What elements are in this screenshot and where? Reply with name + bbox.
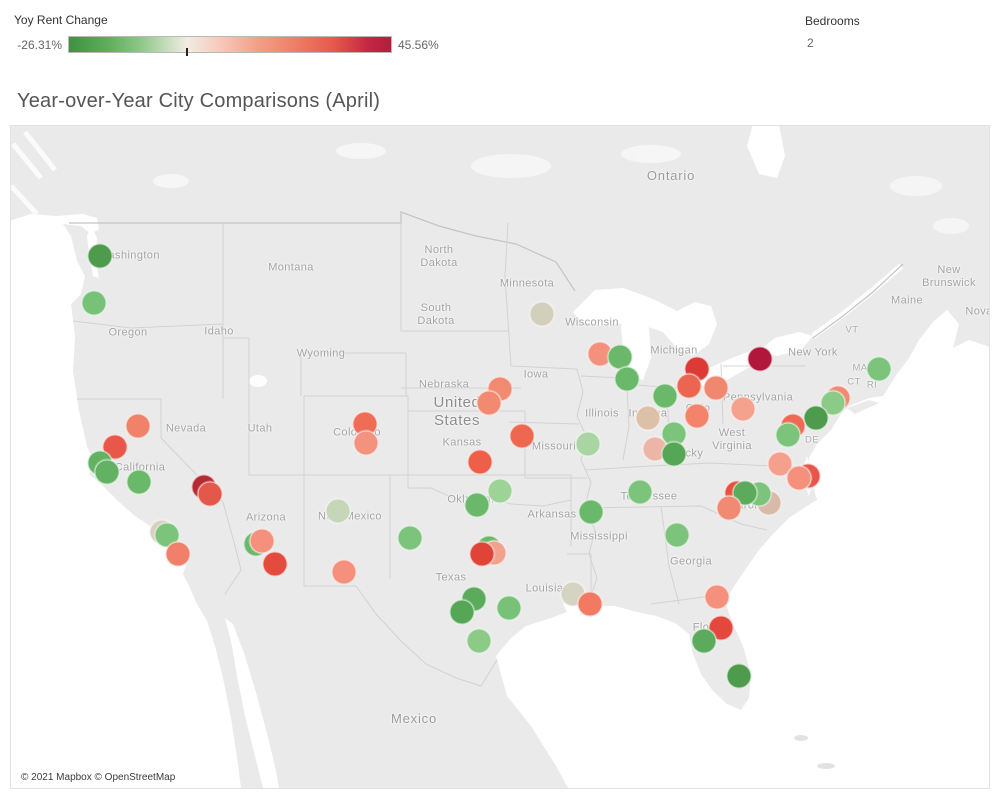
- city-dot-norfolk[interactable]: [786, 465, 812, 491]
- city-dot-sacramento[interactable]: [125, 413, 151, 439]
- city-dot-columbus[interactable]: [684, 403, 710, 429]
- city-dot-philadelphia[interactable]: [803, 405, 829, 431]
- legend-max-value: 45.56%: [398, 38, 439, 52]
- map-label-new-york: New York: [788, 346, 838, 359]
- city-dot-toronto[interactable]: [747, 346, 773, 372]
- map-label-south-dakota: South Dakota: [417, 301, 455, 327]
- map-attribution[interactable]: © 2021 Mapbox © OpenStreetMap: [15, 770, 182, 785]
- city-dot-lexington[interactable]: [661, 441, 687, 467]
- city-dot-charlotte[interactable]: [716, 495, 742, 521]
- city-dot-toledo[interactable]: [676, 373, 702, 399]
- city-dot-tucson[interactable]: [262, 551, 288, 577]
- city-dot-cleveland[interactable]: [703, 375, 729, 401]
- city-dot-gary[interactable]: [614, 366, 640, 392]
- map-label-idaho: Idaho: [204, 325, 234, 338]
- city-dot-new-orleans[interactable]: [577, 591, 603, 617]
- basemap-svg: [11, 126, 989, 788]
- city-dot-lincoln[interactable]: [476, 390, 502, 416]
- page-title: Year-over-Year City Comparisons (April): [17, 90, 381, 112]
- city-dot-orlando[interactable]: [708, 615, 734, 641]
- map-label-united-states: United States: [433, 394, 481, 429]
- map-label-north-dakota: North Dakota: [420, 243, 458, 269]
- map-label-mexico: Mexico: [391, 711, 437, 727]
- city-dot-colorado-springs[interactable]: [353, 430, 379, 456]
- legend-title: Yoy Rent Change: [14, 13, 108, 27]
- city-dot-san-jose[interactable]: [126, 469, 152, 495]
- city-dot-seattle[interactable]: [87, 243, 113, 269]
- city-dot-oklahoma-city[interactable]: [464, 492, 490, 518]
- map-label-texas: Texas: [435, 571, 467, 584]
- city-dot-washington-dc[interactable]: [775, 422, 801, 448]
- city-dots-layer: [11, 126, 989, 788]
- city-dot-oakland[interactable]: [94, 459, 120, 485]
- map-label-minnesota: Minnesota: [499, 277, 555, 290]
- map-label-mississippi: Mississippi: [570, 530, 628, 543]
- legend-gradient-bar[interactable]: [68, 36, 392, 56]
- city-dot-memphis[interactable]: [578, 499, 604, 525]
- map-label-rhode-island: RI: [866, 379, 878, 391]
- city-dot-miami[interactable]: [726, 663, 752, 689]
- city-dot-dallas[interactable]: [469, 541, 495, 567]
- map-label-illinois: Illinois: [585, 407, 619, 420]
- city-dot-minneapolis[interactable]: [529, 301, 555, 327]
- map-label-oregon: Oregon: [108, 326, 148, 339]
- map-label-massachusetts: MA: [852, 362, 868, 374]
- map-label-west-virginia: West Virginia: [712, 426, 752, 452]
- bedrooms-parameter-value: 2: [807, 36, 814, 50]
- bedrooms-parameter-label: Bedrooms: [805, 14, 860, 28]
- map-canvas[interactable]: Ontario Washington Montana North Dakota Minn…: [10, 125, 990, 789]
- legend-zero-tick: [185, 48, 188, 56]
- map-label-wyoming: Wyoming: [296, 347, 346, 360]
- city-dot-san-antonio[interactable]: [449, 599, 475, 625]
- city-dot-kansas-city[interactable]: [509, 423, 535, 449]
- city-dot-tulsa[interactable]: [487, 478, 513, 504]
- map-label-nova-scotia: Nova: [965, 305, 990, 318]
- city-dot-houston[interactable]: [496, 595, 522, 621]
- city-dot-albuquerque[interactable]: [325, 498, 351, 524]
- map-label-maine: Maine: [891, 294, 923, 307]
- city-dot-indianapolis[interactable]: [635, 405, 661, 431]
- city-dot-san-diego[interactable]: [165, 541, 191, 567]
- map-label-georgia: Georgia: [670, 555, 712, 568]
- legend-min-value: -26.31%: [17, 38, 62, 52]
- map-label-california: California: [114, 461, 166, 474]
- city-dot-pittsburgh[interactable]: [730, 396, 756, 422]
- map-label-delaware: DE: [805, 434, 819, 446]
- map-label-iowa: Iowa: [523, 368, 549, 381]
- city-dot-corpus-christi[interactable]: [466, 628, 492, 654]
- city-dot-fort-wayne[interactable]: [652, 383, 678, 409]
- map-label-new-brunswick: New Brunswick: [922, 263, 976, 289]
- map-label-michigan: Michigan: [650, 344, 698, 357]
- city-dot-st-louis[interactable]: [575, 431, 601, 457]
- city-dot-portland[interactable]: [81, 290, 107, 316]
- map-label-utah: Utah: [247, 422, 273, 435]
- map-label-vermont: VT: [845, 324, 859, 336]
- map-label-arkansas: Arkansas: [527, 508, 577, 521]
- city-dot-boston[interactable]: [866, 356, 892, 382]
- city-dot-las-vegas[interactable]: [197, 481, 223, 507]
- city-dot-nashville[interactable]: [627, 479, 653, 505]
- city-dot-lubbock[interactable]: [397, 525, 423, 551]
- map-label-nevada: Nevada: [165, 422, 207, 435]
- city-dot-tampa[interactable]: [691, 628, 717, 654]
- city-dot-phoenix[interactable]: [249, 528, 275, 554]
- map-label-kansas: Kansas: [442, 436, 482, 449]
- map-label-missouri: Missouri: [531, 440, 577, 453]
- city-dot-el-paso[interactable]: [331, 559, 357, 585]
- map-label-nebraska: Nebraska: [418, 378, 470, 391]
- city-dot-jacksonville[interactable]: [704, 584, 730, 610]
- map-label-connecticut: CT: [847, 376, 861, 388]
- map-label-ontario: Ontario: [646, 168, 696, 184]
- map-label-washington: Washington: [98, 249, 160, 262]
- city-dot-wichita[interactable]: [467, 449, 493, 475]
- city-dot-los-angeles[interactable]: [154, 522, 180, 548]
- city-dot-santa-rosa[interactable]: [102, 434, 128, 460]
- city-dot-atlanta[interactable]: [664, 522, 690, 548]
- map-label-arizona: Arizona: [245, 511, 287, 524]
- map-label-montana: Montana: [268, 261, 314, 274]
- map-label-wisconsin: Wisconsin: [565, 316, 619, 329]
